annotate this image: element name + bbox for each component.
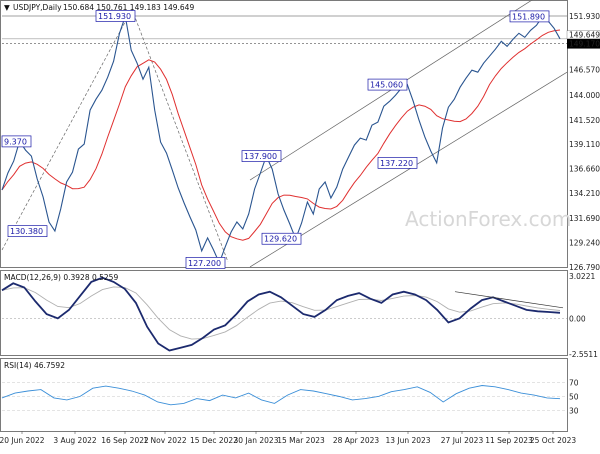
annotation-box bbox=[1, 135, 32, 148]
x-tick-label: 28 Apr 2023 bbox=[333, 436, 380, 445]
current-price-label: 149.170 bbox=[569, 40, 600, 49]
macd-panel-frame bbox=[0, 270, 568, 356]
annotation-label: 127.200 bbox=[188, 259, 221, 268]
annotation-box bbox=[7, 225, 48, 238]
price-tick-label: 139.110 bbox=[569, 140, 600, 149]
x-tick-label: 15 Dec 2022 bbox=[190, 436, 238, 445]
x-tick-label: 15 Mar 2023 bbox=[277, 436, 325, 445]
price-tick-label: 151.930 bbox=[569, 12, 600, 21]
moving-average-line bbox=[1, 29, 561, 241]
price-tick-label: 136.660 bbox=[569, 164, 600, 173]
price-series-line bbox=[1, 15, 561, 265]
previous-close-label: 149.649 bbox=[569, 30, 600, 39]
rsi-panel-frame bbox=[0, 358, 568, 432]
dashed-trendline-up bbox=[1, 9, 133, 251]
annotation-box bbox=[95, 10, 136, 22]
macd-tick-label: -2.5511 bbox=[569, 350, 598, 359]
current-price-badge bbox=[567, 38, 600, 49]
annotation-box bbox=[261, 232, 302, 245]
dashed-trendline-down bbox=[131, 9, 229, 263]
rsi-tick-label: 50 bbox=[569, 393, 579, 402]
macd-tick-label: 3.0221 bbox=[569, 272, 595, 281]
previous-close-badge bbox=[566, 30, 600, 40]
price-tick-label: 131.690 bbox=[569, 214, 600, 223]
annotation-label: 151.890 bbox=[512, 12, 545, 21]
channel-lower-line bbox=[249, 71, 568, 268]
price-panel-frame bbox=[0, 0, 568, 268]
x-tick-label: 11 Sep 2023 bbox=[485, 436, 533, 445]
rsi-header: RSI(14) 46.7592 bbox=[4, 361, 65, 370]
dropdown-icon[interactable]: ▼ bbox=[4, 3, 10, 12]
macd-header: MACD(12,26,9) 0.3928 0.5259 bbox=[4, 273, 118, 282]
x-tick-label: 1 Nov 2022 bbox=[143, 436, 186, 445]
macd-tick-label: 0.00 bbox=[569, 314, 586, 323]
x-tick-label: 3 Aug 2022 bbox=[53, 436, 96, 445]
macd-line bbox=[1, 276, 561, 352]
annotation-box bbox=[185, 257, 226, 269]
annotation-label: 137.220 bbox=[380, 159, 413, 168]
x-tick-label: 30 Jan 2023 bbox=[234, 436, 279, 445]
annotation-label: 151.930 bbox=[98, 12, 131, 21]
annotation-box bbox=[241, 150, 282, 162]
macd-divergence-line bbox=[454, 291, 564, 309]
annotation-label: 130.380 bbox=[10, 227, 43, 236]
x-tick-label: 20 Jun 2022 bbox=[0, 436, 45, 445]
price-tick-label: 129.240 bbox=[569, 239, 600, 248]
annotation-label: 129.620 bbox=[264, 235, 297, 244]
price-tick-label: 126.790 bbox=[569, 263, 600, 272]
x-tick-label: 13 Jun 2023 bbox=[385, 436, 430, 445]
price-tick-label: 134.210 bbox=[569, 189, 600, 198]
annotation-box bbox=[509, 10, 550, 23]
ohlc-readout: 150.684 150.761 149.183 149.649 bbox=[63, 3, 194, 12]
annotation-box bbox=[367, 78, 408, 91]
rsi-tick-label: 70 bbox=[569, 379, 579, 388]
price-tick-label: 144.000 bbox=[569, 91, 600, 100]
symbol-label: USDJPY,Daily bbox=[13, 3, 62, 12]
x-tick-label: 16 Sep 2022 bbox=[101, 436, 149, 445]
x-tick-label: 27 Jul 2023 bbox=[441, 436, 484, 445]
annotation-label: 137.900 bbox=[244, 152, 277, 161]
price-tick-label: 146.570 bbox=[569, 66, 600, 75]
rsi-tick-label: 30 bbox=[569, 406, 579, 415]
annotation-box bbox=[377, 157, 418, 169]
x-tick-label: 25 Oct 2023 bbox=[530, 436, 577, 445]
watermark-text: ActionForex.com bbox=[405, 207, 571, 231]
price-tick-label: 141.520 bbox=[569, 116, 600, 125]
rsi-line bbox=[1, 385, 561, 406]
annotation-label: 145.060 bbox=[370, 81, 403, 90]
annotation-label: 9.370 bbox=[4, 137, 27, 146]
